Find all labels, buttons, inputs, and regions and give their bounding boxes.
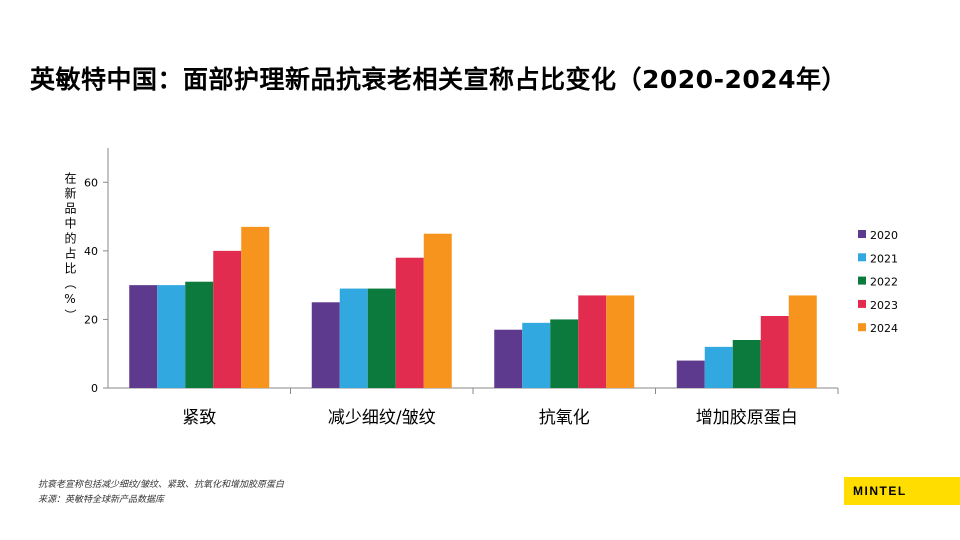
x-tick-label: 抗氧化 bbox=[539, 408, 590, 428]
x-tick-label: 紧致 bbox=[182, 408, 216, 428]
bar bbox=[494, 329, 523, 388]
y-tick-label: 0 bbox=[91, 382, 98, 395]
bar bbox=[578, 295, 607, 388]
y-tick-label: 20 bbox=[84, 313, 98, 326]
legend-swatch bbox=[858, 230, 866, 238]
legend-swatch bbox=[858, 299, 866, 308]
bar bbox=[522, 322, 551, 388]
legend-label: 2021 bbox=[870, 252, 898, 265]
bar bbox=[213, 250, 242, 388]
legend-label: 2022 bbox=[870, 276, 898, 289]
footnote-source: 来源：英敏特全球新产品数据库 bbox=[38, 495, 165, 505]
bar bbox=[157, 285, 186, 388]
bar bbox=[732, 340, 761, 388]
x-tick-label: 增加胶原蛋白 bbox=[696, 408, 798, 428]
legend-swatch bbox=[858, 323, 866, 332]
footnote-definition: 抗衰老宣称包括减少细纹/皱纹、紧致、抗氧化和增加胶原蛋白 bbox=[38, 480, 285, 490]
bar bbox=[339, 288, 368, 388]
bar bbox=[367, 288, 396, 388]
bar bbox=[704, 346, 733, 388]
legend-swatch bbox=[858, 276, 866, 285]
bar bbox=[185, 281, 214, 388]
y-axis-label: 在新品中的占比（%） bbox=[63, 172, 77, 324]
y-tick-label: 60 bbox=[84, 176, 98, 189]
legend-label: 2020 bbox=[870, 229, 898, 242]
x-tick-label: 减少细纹/皱纹 bbox=[328, 408, 436, 428]
mintel-logo: MINTEL bbox=[844, 477, 960, 505]
bar bbox=[788, 295, 817, 388]
legend-label: 2023 bbox=[870, 299, 898, 312]
bar bbox=[423, 233, 452, 388]
bar bbox=[606, 295, 635, 388]
bar bbox=[676, 360, 705, 388]
legend-label: 2024 bbox=[870, 322, 898, 335]
bar bbox=[395, 257, 424, 388]
bar bbox=[241, 226, 270, 388]
bar bbox=[550, 319, 579, 388]
bar bbox=[311, 302, 340, 388]
bar bbox=[129, 285, 158, 388]
y-tick-label: 40 bbox=[84, 245, 98, 258]
legend-swatch bbox=[858, 253, 866, 262]
bar bbox=[760, 316, 789, 388]
chart-title: 英敏特中国：面部护理新品抗衰老相关宣称占比变化（2020-2024年） bbox=[30, 65, 848, 94]
